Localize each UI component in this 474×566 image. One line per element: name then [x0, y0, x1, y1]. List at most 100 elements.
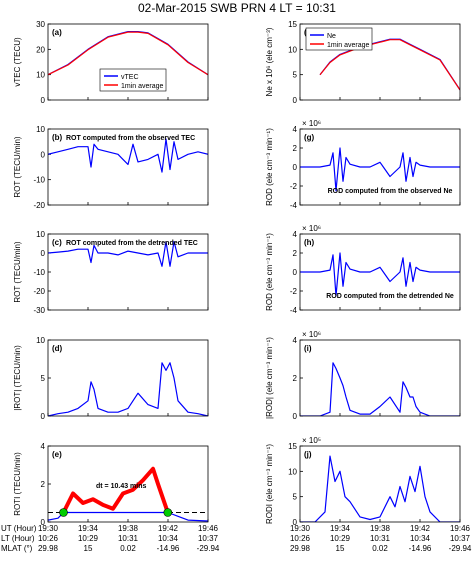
panel-label: (c) [52, 238, 62, 247]
panel-c: -30 -20 -10 0 10 ROT (TECU/min) (c) ROT compute… [13, 230, 209, 315]
legend-entry: 1min average [327, 42, 370, 49]
series-group [319, 38, 460, 91]
series-line-1 [48, 138, 208, 173]
x-tick-label: 19:34 [78, 524, 99, 533]
y-tick-label: 0 [293, 518, 298, 527]
y-tick-label: 0 [41, 412, 46, 421]
x-tick-label: -14.96 [409, 544, 432, 553]
x-tick-label: 15 [336, 544, 345, 553]
x-tick-label: 19:34 [330, 524, 351, 533]
x-tick-label: 10:37 [198, 534, 219, 543]
x-tick-label: 10:34 [158, 534, 179, 543]
y-tick-label: 2 [293, 374, 298, 383]
y-axis-label: ROT (TECU/min) [13, 241, 22, 303]
panel-b: -20 -10 0 10 ROT (TECU/min) (b) ROT computed f… [13, 125, 209, 210]
x-tick-label: 29.98 [38, 544, 59, 553]
series-group [48, 241, 208, 267]
panel-annotation: ROT computed from the detrended TEC [66, 240, 198, 247]
series-group [48, 31, 208, 76]
y-tick-label: 0 [41, 150, 46, 159]
panel-frame [47, 233, 209, 311]
y-exponent-label: × 10⁶ [302, 330, 321, 339]
x-tick-label: -29.94 [449, 544, 472, 553]
y-tick-label: -10 [33, 176, 45, 185]
y-tick-label: 5 [41, 374, 46, 383]
y-tick-label: 10 [288, 467, 297, 476]
panel-annotation: ROD computed from the observed Ne [328, 188, 453, 195]
panel-frame [299, 23, 461, 101]
y-tick-label: -2 [290, 287, 298, 296]
series-group [48, 362, 208, 416]
x-axis-row-label: MLAT (°) [1, 544, 33, 553]
y-tick-label: 4 [293, 230, 298, 239]
panel-frame [47, 339, 209, 417]
y-tick-label: 4 [293, 336, 298, 345]
series-line-1 [48, 241, 208, 267]
series-line-1 [48, 362, 208, 416]
y-axis-label: ROD (ele cm⁻³ min⁻¹) [265, 128, 274, 206]
y-tick-label: 0 [41, 96, 46, 105]
panel-label: (b) [52, 133, 63, 142]
y-axis-label: vTEC (TECU) [13, 37, 22, 87]
legend-entry: vTEC [121, 74, 139, 81]
panel-frame [299, 445, 461, 523]
series-group [48, 466, 208, 522]
panel-label: (d) [52, 344, 63, 353]
y-tick-label: 0 [293, 163, 298, 172]
series-line-2 [319, 39, 460, 91]
y-tick-label: 10 [36, 125, 45, 134]
y-axis-label: |ROT| (TECU/min) [13, 345, 22, 411]
x-tick-label: 10:37 [450, 534, 471, 543]
panel-annotation: dt = 10.43 mins [96, 483, 146, 490]
panel-i: 0 2 4 |ROD| (ele cm⁻³ min⁻¹) × 10⁶ (i) [265, 330, 461, 421]
y-tick-label: -4 [290, 201, 298, 210]
series-line-1 [300, 147, 460, 192]
y-tick-label: 4 [293, 125, 298, 134]
series-line-1 [300, 252, 460, 297]
x-tick-label: 19:38 [118, 524, 139, 533]
y-exponent-label: × 10⁵ [302, 436, 321, 445]
x-tick-label: 10:31 [370, 534, 391, 543]
panel-g: -4 -2 0 2 4 ROD (ele cm⁻³ min⁻¹) × 10⁶ (g) ROD c… [265, 119, 461, 210]
y-axis-label: Ne x 10⁶ (ele cm⁻³) [265, 27, 274, 96]
panel-label: (e) [52, 450, 62, 459]
panel-label: (h) [304, 238, 315, 247]
y-tick-label: 4 [41, 442, 46, 451]
x-tick-label: 19:38 [370, 524, 391, 533]
legend-entry: Ne [327, 33, 336, 40]
y-tick-label: 5 [293, 71, 298, 80]
y-axis-label: ROT (TECU/min) [13, 136, 22, 198]
y-tick-label: 10 [36, 230, 45, 239]
series-line-2 [61, 466, 170, 514]
y-tick-label: 20 [36, 45, 45, 54]
y-tick-label: -4 [290, 306, 298, 315]
x-tick-label: 10:26 [38, 534, 59, 543]
panel-d: 0 5 10 |ROT| (TECU/min) (d) [13, 336, 209, 421]
panel-label: (a) [52, 28, 62, 37]
figure-title: 02-Mar-2015 SWB PRN 4 LT = 10:31 [138, 1, 336, 15]
y-tick-label: 5 [293, 493, 298, 502]
legend: Ne 1min average [305, 27, 373, 51]
y-tick-label: 15 [288, 20, 297, 29]
y-tick-label: 0 [293, 412, 298, 421]
panel-label: (j) [304, 450, 312, 459]
series-line-1 [48, 31, 208, 76]
y-tick-label: 0 [41, 249, 46, 258]
series-group [300, 362, 460, 416]
x-tick-label: 19:46 [450, 524, 471, 533]
y-tick-label: 0 [293, 96, 298, 105]
x-tick-label: 10:29 [78, 534, 99, 543]
panel-frame [47, 128, 209, 206]
y-exponent-label: × 10⁶ [302, 224, 321, 233]
panel-frame [47, 445, 209, 523]
legend: vTEC 1min average [99, 68, 167, 92]
x-tick-label: -14.96 [157, 544, 180, 553]
x-tick-label: 0.02 [372, 544, 388, 553]
y-tick-label: 0 [293, 268, 298, 277]
legend-entry: 1min average [121, 83, 164, 90]
panel-frame [299, 233, 461, 311]
panel-frame [299, 128, 461, 206]
